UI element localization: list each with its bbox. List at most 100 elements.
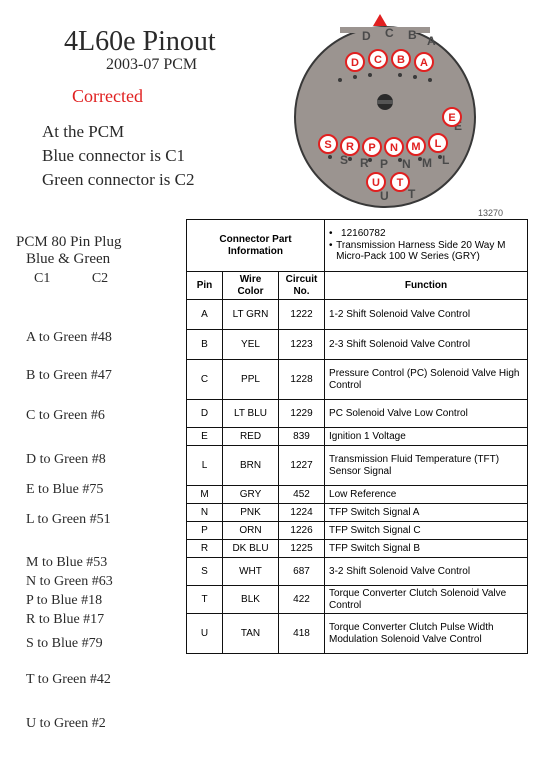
note-green-c2: Green connector is C2 — [42, 170, 194, 190]
pin-M: M — [407, 137, 425, 155]
note-at-pcm: At the PCM — [42, 122, 124, 142]
svg-text:N: N — [390, 142, 398, 154]
cell-wire: DK BLU — [223, 540, 279, 558]
cell-wire: LT BLU — [223, 400, 279, 428]
cell-circuit: 1222 — [279, 300, 325, 330]
svg-text:B: B — [408, 28, 417, 42]
svg-text:R: R — [360, 156, 369, 170]
cell-wire: BRN — [223, 446, 279, 486]
cell-pin: S — [187, 558, 223, 586]
pin-map-line: S to Blue #79 — [26, 636, 103, 652]
pin-D: D — [346, 53, 364, 71]
pin-A: A — [415, 53, 433, 71]
svg-text:L: L — [435, 138, 442, 150]
svg-text:B: B — [397, 54, 405, 66]
cell-pin: P — [187, 522, 223, 540]
cell-function: 3-2 Shift Solenoid Valve Control — [325, 558, 528, 586]
cell-function: Pressure Control (PC) Solenoid Valve Hig… — [325, 360, 528, 400]
pin-map-line: L to Green #51 — [26, 512, 111, 528]
svg-text:U: U — [372, 177, 380, 189]
svg-text:E: E — [448, 112, 455, 124]
left-column: PCM 80 Pin Plug Blue & Green C1 C2 — [16, 234, 184, 287]
svg-text:C: C — [374, 54, 382, 66]
cell-pin: L — [187, 446, 223, 486]
pin-map-line: E to Blue #75 — [26, 482, 103, 498]
cell-pin: R — [187, 540, 223, 558]
cell-function: TFP Switch Signal C — [325, 522, 528, 540]
alignment-arrow-icon — [373, 14, 387, 26]
pin-map-line: P to Blue #18 — [26, 593, 102, 609]
left-heading-2: Blue & Green — [26, 251, 184, 268]
cell-wire: PNK — [223, 504, 279, 522]
cell-wire: GRY — [223, 486, 279, 504]
svg-text:C: C — [385, 26, 394, 40]
pin-map-line: M to Blue #53 — [26, 555, 107, 571]
pin-map-line: T to Green #42 — [26, 672, 111, 688]
cell-function: TFP Switch Signal B — [325, 540, 528, 558]
note-blue-c1: Blue connector is C1 — [42, 146, 185, 166]
c1-label: C1 — [34, 271, 50, 286]
pin-T: T — [391, 173, 409, 191]
pin-P: P — [363, 138, 381, 156]
cell-circuit: 1228 — [279, 360, 325, 400]
cell-function: TFP Switch Signal A — [325, 504, 528, 522]
cell-circuit: 452 — [279, 486, 325, 504]
table-row: MGRY452Low Reference — [187, 486, 528, 504]
cell-wire: PPL — [223, 360, 279, 400]
svg-text:R: R — [346, 141, 354, 153]
cell-function: Low Reference — [325, 486, 528, 504]
page-title: 4L60e Pinout — [64, 26, 216, 58]
table-row: UTAN418Torque Converter Clutch Pulse Wid… — [187, 614, 528, 654]
cell-circuit: 418 — [279, 614, 325, 654]
svg-text:P: P — [380, 157, 388, 171]
svg-text:D: D — [362, 29, 371, 43]
pin-R: R — [341, 137, 359, 155]
cell-circuit: 1223 — [279, 330, 325, 360]
cell-pin: T — [187, 586, 223, 614]
connector-part-info-label: Connector Part Information — [187, 220, 325, 272]
table-row: ALT GRN12221-2 Shift Solenoid Valve Cont… — [187, 300, 528, 330]
pin-map-line: N to Green #63 — [26, 574, 113, 590]
pin-map-line: R to Blue #17 — [26, 612, 104, 628]
cell-pin: N — [187, 504, 223, 522]
svg-text:N: N — [402, 157, 411, 171]
cell-function: Transmission Fluid Temperature (TFT) Sen… — [325, 446, 528, 486]
pin-map-line: U to Green #2 — [26, 716, 106, 732]
cell-circuit: 422 — [279, 586, 325, 614]
table-row: RDK BLU1225TFP Switch Signal B — [187, 540, 528, 558]
cell-function: 2-3 Shift Solenoid Valve Control — [325, 330, 528, 360]
cell-function: Ignition 1 Voltage — [325, 428, 528, 446]
pin-map-line: A to Green #48 — [26, 330, 112, 346]
col-header-function: Function — [325, 272, 528, 300]
pin-N: N — [385, 138, 403, 156]
cell-circuit: 687 — [279, 558, 325, 586]
svg-text:T: T — [397, 177, 404, 189]
pin-C: C — [369, 50, 387, 68]
connector-part-info-value: •12160782 •Transmission Harness Side 20 … — [325, 220, 528, 272]
cell-pin: M — [187, 486, 223, 504]
cell-wire: BLK — [223, 586, 279, 614]
col-header-wire: Wire Color — [223, 272, 279, 300]
cell-circuit: 1229 — [279, 400, 325, 428]
cell-wire: YEL — [223, 330, 279, 360]
svg-text:P: P — [368, 142, 375, 154]
table-row: LBRN1227Transmission Fluid Temperature (… — [187, 446, 528, 486]
cell-function: 1-2 Shift Solenoid Valve Control — [325, 300, 528, 330]
svg-text:A: A — [427, 34, 436, 48]
cell-pin: E — [187, 428, 223, 446]
cell-circuit: 1225 — [279, 540, 325, 558]
cell-wire: ORN — [223, 522, 279, 540]
cell-pin: A — [187, 300, 223, 330]
cell-circuit: 1224 — [279, 504, 325, 522]
pin-B: B — [392, 50, 410, 68]
cell-pin: D — [187, 400, 223, 428]
connector-diagram: A B C D E LMNPRS TU D C B A E S R P N M … — [280, 12, 490, 212]
svg-text:S: S — [324, 139, 331, 151]
cell-wire: LT GRN — [223, 300, 279, 330]
pin-map-line: B to Green #47 — [26, 368, 112, 384]
table-row: ERED839Ignition 1 Voltage — [187, 428, 528, 446]
cell-pin: C — [187, 360, 223, 400]
c2-label: C2 — [92, 271, 108, 286]
table-row: PORN1226TFP Switch Signal C — [187, 522, 528, 540]
svg-text:M: M — [411, 141, 420, 153]
